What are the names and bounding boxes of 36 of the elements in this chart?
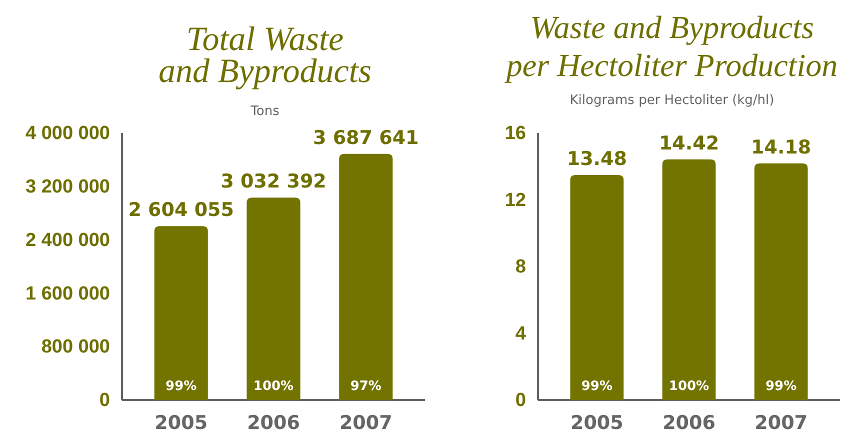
data-label: 14.18 <box>751 136 812 158</box>
x-tick-label: 2007 <box>754 412 808 434</box>
annotation: 99% <box>766 379 797 394</box>
y-tick-label: 12 <box>504 190 526 211</box>
y-tick-label: 0 <box>515 390 526 412</box>
y-tick-label: 16 <box>504 123 526 144</box>
bar <box>339 154 393 400</box>
y-tick-label: 800 000 <box>41 336 110 358</box>
y-tick-label: 0 <box>99 390 110 412</box>
x-tick-label: 2007 <box>339 412 392 434</box>
annotation: 100% <box>668 379 710 394</box>
annotation: 99% <box>166 379 197 394</box>
annotation: 99% <box>581 379 612 394</box>
y-tick-label: 4 000 000 <box>25 123 110 144</box>
x-tick-label: 2006 <box>662 412 716 434</box>
data-label: 2 604 055 <box>128 199 234 222</box>
data-label: 14.42 <box>658 132 720 154</box>
y-tick-label: 2 400 000 <box>25 230 110 251</box>
x-tick-label: 2005 <box>154 412 208 434</box>
chart-subtitle: Tons <box>250 104 280 119</box>
x-tick-label: 2006 <box>247 412 300 434</box>
chart-title: Waste and Byproducts per Hectoliter Production <box>504 9 838 83</box>
bar <box>154 226 208 400</box>
y-tick-label: 3 200 000 <box>25 176 110 198</box>
data-label: 3 687 641 <box>312 126 419 149</box>
y-tick-label: 1 600 000 <box>25 283 110 304</box>
data-label: 3 032 392 <box>220 170 326 193</box>
chart-title: Total Waste and Byproducts <box>158 21 372 90</box>
y-tick-label: 8 <box>515 256 526 278</box>
y-tick-label: 4 <box>515 323 526 344</box>
annotation: 97% <box>350 379 382 394</box>
x-tick-label: 2005 <box>570 412 624 434</box>
annotation: 100% <box>253 379 294 394</box>
bar <box>246 198 300 400</box>
chart-subtitle: Kilograms per Hectoliter (kg/hl) <box>570 93 774 108</box>
data-label: 13.48 <box>566 148 627 170</box>
